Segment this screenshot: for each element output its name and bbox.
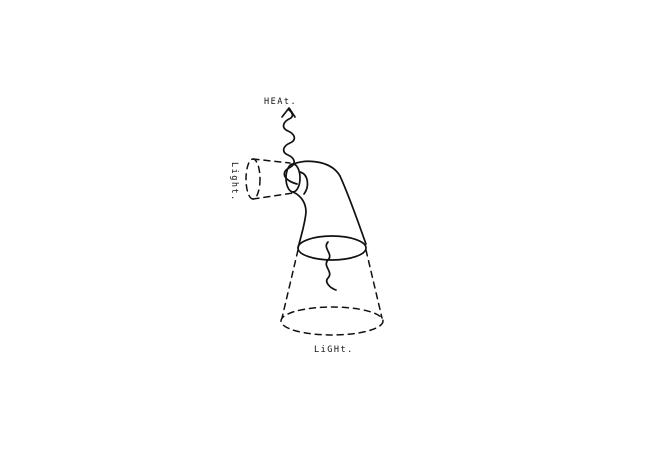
side-light-edge-top xyxy=(252,158,291,164)
bottom-light-edge-left xyxy=(281,249,299,319)
lamp-side-opening xyxy=(285,163,301,193)
bottom-light-edge-right xyxy=(365,249,383,319)
lamp-outline-top xyxy=(292,160,341,177)
heat-arrowhead xyxy=(281,107,296,118)
lamp-body xyxy=(285,160,367,261)
heat-squiggle xyxy=(282,109,298,185)
bottom-light-cone xyxy=(280,249,384,336)
side-light-cone xyxy=(245,158,294,200)
inner-heat-squiggle xyxy=(325,241,337,291)
bottom-light-label: LiGHt. xyxy=(314,345,354,355)
lamp-outline-bottom-side xyxy=(292,191,307,249)
heat-label: HEAt. xyxy=(264,97,297,107)
bottom-light-ellipse xyxy=(280,306,384,336)
lamp-bottom-opening xyxy=(297,235,367,261)
lamp-outline-right xyxy=(339,175,367,245)
heat-arrow xyxy=(281,107,298,185)
side-light-edge-bottom xyxy=(252,192,294,200)
lamp-inner-fold xyxy=(299,171,309,195)
side-light-label: Light. xyxy=(229,162,239,202)
side-light-ellipse xyxy=(245,158,261,200)
